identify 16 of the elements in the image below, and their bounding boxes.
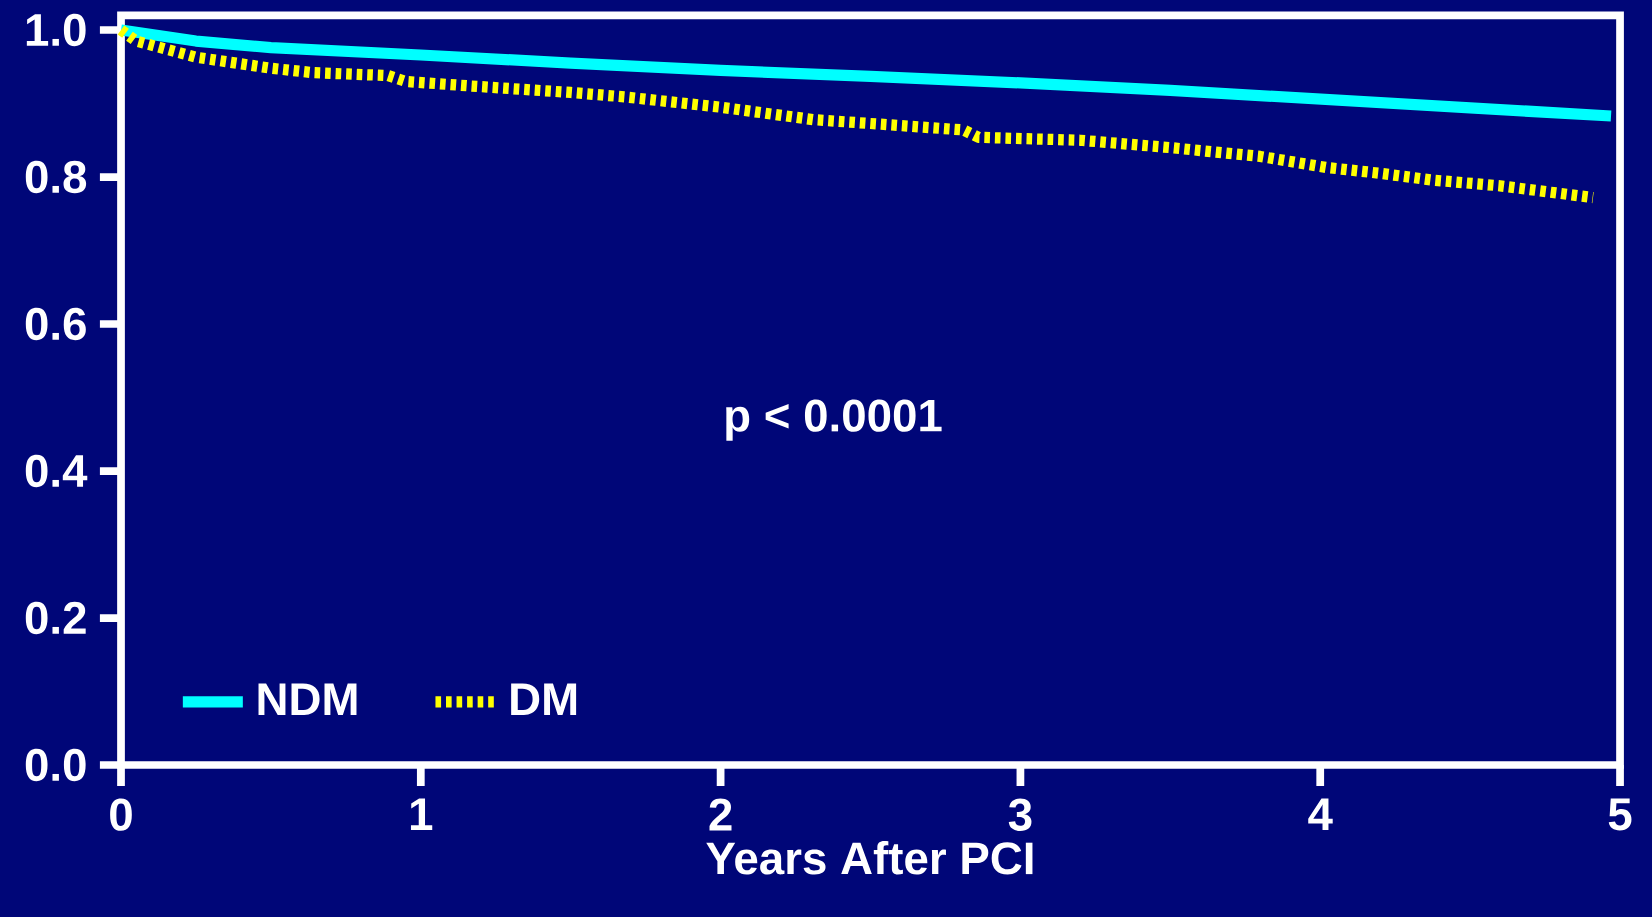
x-tick-label: 5 bbox=[1608, 798, 1632, 831]
annotation: p < 0.0001 bbox=[726, 399, 942, 441]
x-tick-label: 2 bbox=[709, 798, 732, 831]
y-tick-label: 0.2 bbox=[25, 601, 86, 635]
legend-label: DM bbox=[511, 683, 577, 715]
x-tick-label: 0 bbox=[110, 798, 132, 831]
y-tick-label: 0.6 bbox=[25, 307, 86, 341]
x-axis-title: Years After PCI bbox=[706, 840, 1033, 875]
y-tick-label: 1.0 bbox=[26, 13, 86, 47]
y-tick-label: 0.4 bbox=[25, 454, 88, 488]
x-tick-label: 3 bbox=[1008, 798, 1032, 831]
y-tick-label: 0.8 bbox=[25, 160, 87, 194]
legend-label: NDM bbox=[258, 683, 357, 715]
y-tick-label: 0.0 bbox=[25, 748, 86, 782]
x-tick-label: 4 bbox=[1308, 798, 1333, 830]
x-tick-label: 1 bbox=[410, 798, 433, 830]
